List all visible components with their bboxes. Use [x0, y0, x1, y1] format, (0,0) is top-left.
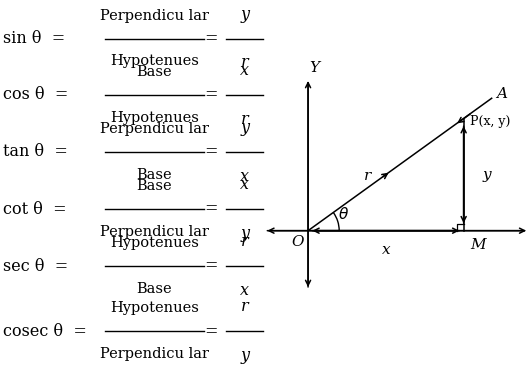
- Text: y: y: [240, 347, 249, 364]
- Text: Perpendicu lar: Perpendicu lar: [100, 347, 209, 361]
- Text: Hypotenues: Hypotenues: [110, 111, 199, 125]
- Text: Hypotenues: Hypotenues: [110, 236, 199, 250]
- Text: cos θ  =: cos θ =: [3, 86, 68, 103]
- Text: r: r: [241, 111, 249, 128]
- Text: cosec θ  =: cosec θ =: [3, 323, 87, 340]
- Text: cot θ  =: cot θ =: [3, 201, 67, 217]
- Text: r: r: [241, 298, 249, 315]
- Text: x: x: [240, 168, 249, 185]
- Text: x: x: [240, 176, 249, 193]
- Text: y: y: [240, 6, 249, 23]
- Text: r: r: [363, 169, 371, 183]
- Text: =: =: [204, 201, 217, 217]
- Text: $\theta$: $\theta$: [339, 206, 349, 222]
- Text: y: y: [240, 119, 249, 136]
- Text: Y: Y: [309, 61, 320, 75]
- Text: =: =: [204, 30, 217, 47]
- Text: =: =: [204, 144, 217, 160]
- Text: r: r: [241, 54, 249, 71]
- Text: y: y: [240, 225, 249, 242]
- Text: =: =: [204, 323, 217, 340]
- Text: x: x: [240, 62, 249, 79]
- Text: x: x: [381, 243, 390, 257]
- Text: sin θ  =: sin θ =: [3, 30, 65, 47]
- Text: Base: Base: [136, 168, 172, 182]
- Text: tan θ  =: tan θ =: [3, 144, 68, 160]
- Text: y: y: [482, 168, 491, 182]
- Text: Hypotenues: Hypotenues: [110, 54, 199, 68]
- Text: Base: Base: [136, 179, 172, 193]
- Text: Base: Base: [136, 282, 172, 296]
- Text: Perpendicu lar: Perpendicu lar: [100, 122, 209, 136]
- Text: Perpendicu lar: Perpendicu lar: [100, 225, 209, 239]
- Text: x: x: [240, 282, 249, 299]
- Text: =: =: [204, 258, 217, 275]
- Text: sec θ  =: sec θ =: [3, 258, 68, 275]
- Text: P(x, y): P(x, y): [470, 115, 510, 128]
- Text: Base: Base: [136, 65, 172, 79]
- Text: =: =: [204, 86, 217, 103]
- Text: Hypotenues: Hypotenues: [110, 301, 199, 315]
- Text: A: A: [496, 87, 507, 101]
- Text: O: O: [291, 234, 304, 248]
- Text: Perpendicu lar: Perpendicu lar: [100, 9, 209, 23]
- Text: r: r: [241, 233, 249, 250]
- Text: M: M: [470, 238, 486, 252]
